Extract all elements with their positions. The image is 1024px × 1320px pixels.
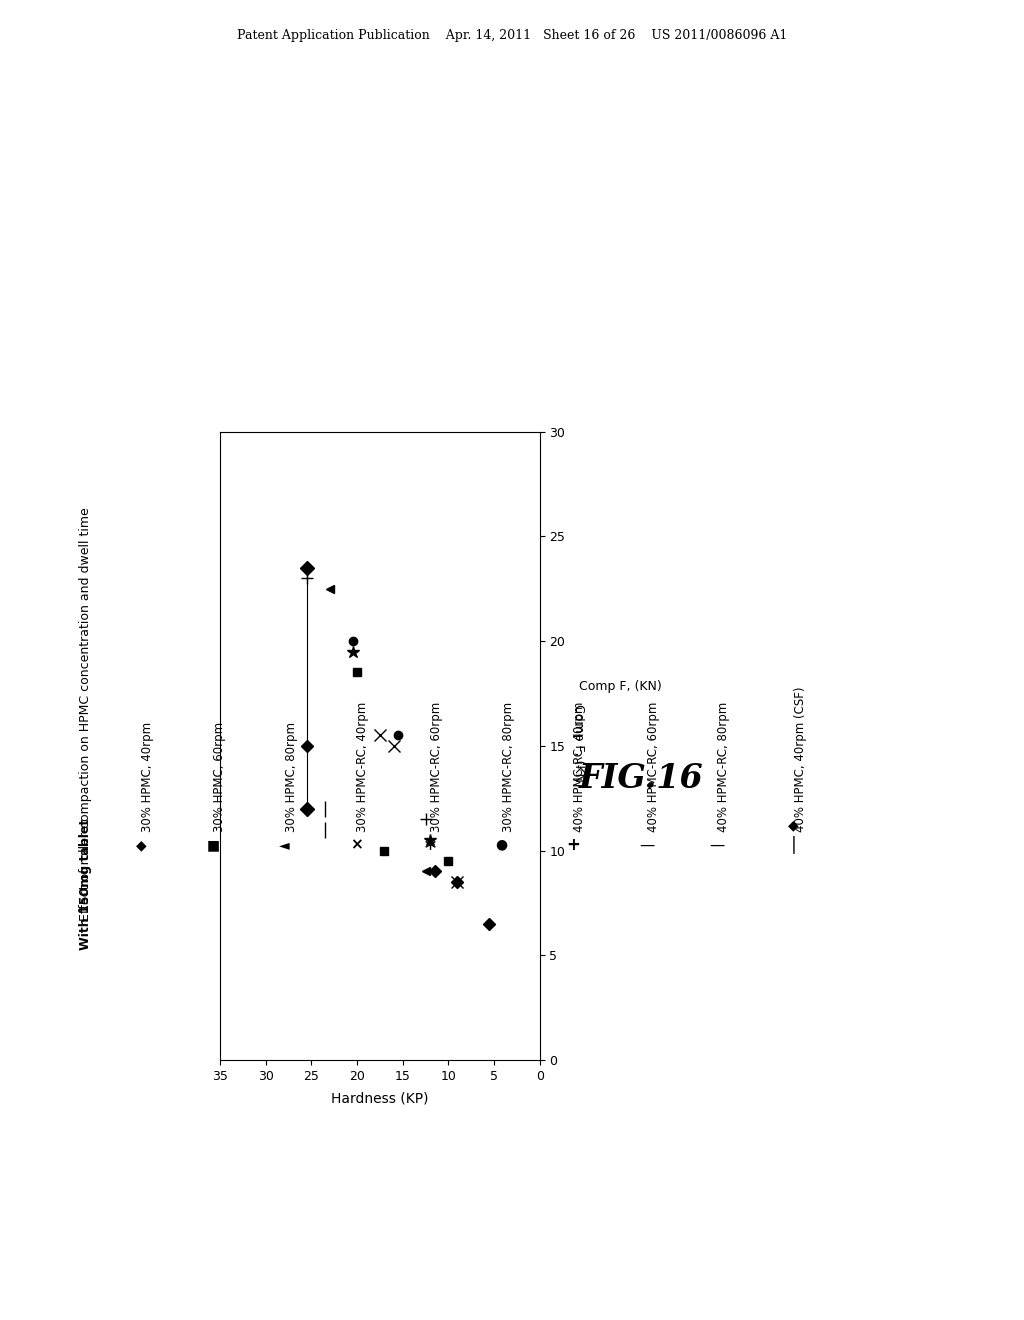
Text: Comp F, (KN): Comp F, (KN) bbox=[579, 680, 662, 693]
Text: —: — bbox=[640, 837, 654, 853]
Text: ◆: ◆ bbox=[136, 838, 146, 851]
Text: Patent Application Publication    Apr. 14, 2011   Sheet 16 of 26    US 2011/0086: Patent Application Publication Apr. 14, … bbox=[237, 29, 787, 42]
Text: 30% HPMC, 80rpm: 30% HPMC, 80rpm bbox=[285, 722, 298, 832]
Text: 30% HPMC-RC, 80rpm: 30% HPMC-RC, 80rpm bbox=[502, 701, 515, 832]
X-axis label: Hardness (KP): Hardness (KP) bbox=[331, 1092, 429, 1105]
Text: 40% HPMC-RC, 60rpm: 40% HPMC-RC, 60rpm bbox=[647, 701, 660, 832]
Text: Effect of roller compaction on HPMC concentration and dwell time: Effect of roller compaction on HPMC conc… bbox=[80, 507, 92, 921]
Text: FIG.16: FIG.16 bbox=[579, 763, 703, 795]
Text: 40% HPMC, 40rpm (CSF): 40% HPMC, 40rpm (CSF) bbox=[794, 686, 807, 832]
Text: ●: ● bbox=[496, 838, 508, 851]
Text: 30% HPMC-RC, 40rpm: 30% HPMC-RC, 40rpm bbox=[356, 701, 370, 832]
Y-axis label: Comp F, (KN): Comp F, (KN) bbox=[571, 705, 585, 787]
Text: ∗: ∗ bbox=[423, 836, 437, 854]
Text: —: — bbox=[710, 837, 724, 853]
Text: 40% HPMC-RC, 40rpm: 40% HPMC-RC, 40rpm bbox=[573, 701, 587, 832]
Text: +: + bbox=[566, 836, 581, 854]
Text: 30% HPMC-RC, 60rpm: 30% HPMC-RC, 60rpm bbox=[430, 701, 443, 832]
Text: ×: × bbox=[350, 837, 362, 853]
Text: 30% HPMC, 60rpm: 30% HPMC, 60rpm bbox=[213, 722, 226, 832]
Text: 30% HPMC, 40rpm: 30% HPMC, 40rpm bbox=[141, 722, 155, 832]
Text: ◆: ◆ bbox=[788, 818, 799, 832]
Text: 40% HPMC-RC, 80rpm: 40% HPMC-RC, 80rpm bbox=[717, 701, 730, 832]
Text: ■: ■ bbox=[207, 838, 219, 851]
Text: With 150mg tablet: With 150mg tablet bbox=[80, 818, 92, 949]
Text: ◄: ◄ bbox=[280, 838, 290, 851]
Text: |: | bbox=[788, 836, 799, 854]
